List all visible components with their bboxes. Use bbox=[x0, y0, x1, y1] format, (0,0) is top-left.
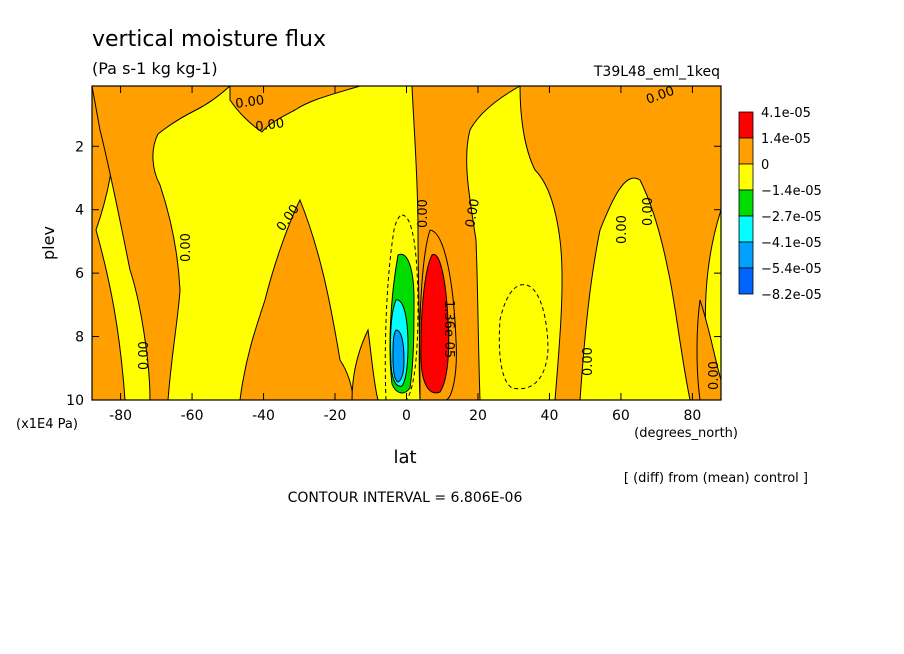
orange-region-north-pole bbox=[696, 299, 721, 400]
legend-swatch bbox=[738, 137, 754, 165]
contour-label: 0.00 bbox=[234, 93, 265, 112]
contour-interval: CONTOUR INTERVAL = 6.806E-06 bbox=[288, 490, 523, 506]
legend-swatch bbox=[738, 241, 754, 269]
diff-note: [ (diff) from (mean) control ] bbox=[624, 471, 808, 486]
orange-region-north-mid bbox=[519, 86, 721, 400]
legend-label: −2.7e-05 bbox=[761, 210, 822, 225]
chart-title: vertical moisture flux bbox=[92, 27, 326, 52]
positive-core-red bbox=[420, 254, 450, 394]
contour-label: 0.00 bbox=[707, 361, 722, 390]
x-tick-label: 80 bbox=[683, 408, 701, 424]
x-axis-label: lat bbox=[393, 447, 416, 468]
contour-label: 0.00 bbox=[416, 199, 431, 228]
contour-label: 0.00 bbox=[254, 116, 285, 135]
y-axis: 2 4 6 8 10 bbox=[66, 139, 721, 409]
y-tick-label: 10 bbox=[66, 393, 84, 409]
legend-swatch bbox=[738, 215, 754, 243]
x-axis-unit: (degrees_north) bbox=[634, 426, 738, 441]
dashed-contour-equator bbox=[384, 214, 419, 400]
legend-label: −5.4e-05 bbox=[761, 262, 822, 277]
legend-swatch bbox=[738, 189, 754, 217]
experiment-label: T39L48_eml_1keq bbox=[593, 64, 720, 80]
contour-label: 0.00 bbox=[463, 198, 483, 229]
y-axis-label: plev bbox=[39, 226, 58, 260]
legend-label: −8.2e-05 bbox=[761, 288, 822, 303]
y-axis-unit: (x1E4 Pa) bbox=[16, 417, 78, 432]
x-tick-label: 0 bbox=[402, 408, 411, 424]
x-tick-label: 60 bbox=[612, 408, 630, 424]
legend-label: −4.1e-05 bbox=[761, 236, 822, 251]
y-tick-label: 8 bbox=[75, 330, 84, 346]
legend-label: 0 bbox=[761, 158, 769, 173]
colorbar-legend: 4.1e-05 1.4e-05 0 −1.4e-05 −2.7e-05 −4.1e-05 −… bbox=[738, 106, 822, 303]
contour-label: 0.00 bbox=[581, 347, 596, 376]
y-tick-label: 4 bbox=[75, 203, 84, 219]
chart-subtitle: (Pa s-1 kg kg-1) bbox=[92, 59, 218, 78]
contour-label: 0.00 bbox=[137, 341, 152, 370]
legend-swatch bbox=[738, 267, 754, 295]
contour-label: 0.00 bbox=[615, 215, 630, 244]
x-tick-label: -60 bbox=[181, 408, 204, 424]
orange-region-mid-south bbox=[239, 198, 355, 400]
y-tick-label: 2 bbox=[75, 139, 84, 155]
legend-label: −1.4e-05 bbox=[761, 184, 822, 199]
contour-label: 1.36e-05 bbox=[441, 300, 456, 358]
legend-swatch bbox=[738, 111, 754, 139]
negative-core-blue bbox=[392, 329, 405, 383]
legend-swatch bbox=[738, 163, 754, 191]
orange-region-upper-left bbox=[92, 86, 231, 400]
orange-region-top-mid bbox=[229, 86, 361, 133]
contour-labels: 0.00 0.00 0.00 0.00 0.00 0.00 0.00 0.00 … bbox=[137, 84, 722, 390]
legend-label: 4.1e-05 bbox=[761, 106, 811, 121]
x-tick-label: 40 bbox=[541, 408, 559, 424]
orange-region-equator-south bbox=[351, 328, 379, 400]
x-tick-label: 20 bbox=[469, 408, 487, 424]
x-tick-label: -80 bbox=[109, 408, 132, 424]
y-tick-label: 6 bbox=[75, 266, 84, 282]
x-axis: -80 -60 -40 -20 0 20 40 60 80 bbox=[109, 86, 701, 424]
x-tick-label: -20 bbox=[324, 408, 347, 424]
contour-red-outer bbox=[418, 229, 457, 400]
contour-label: 0.00 bbox=[179, 233, 194, 262]
contour-field bbox=[92, 86, 721, 400]
x-tick-label: -40 bbox=[252, 408, 275, 424]
contour-label: 0.00 bbox=[641, 197, 656, 226]
legend-label: 1.4e-05 bbox=[761, 132, 811, 147]
dashed-contour-subtropics bbox=[498, 284, 549, 390]
